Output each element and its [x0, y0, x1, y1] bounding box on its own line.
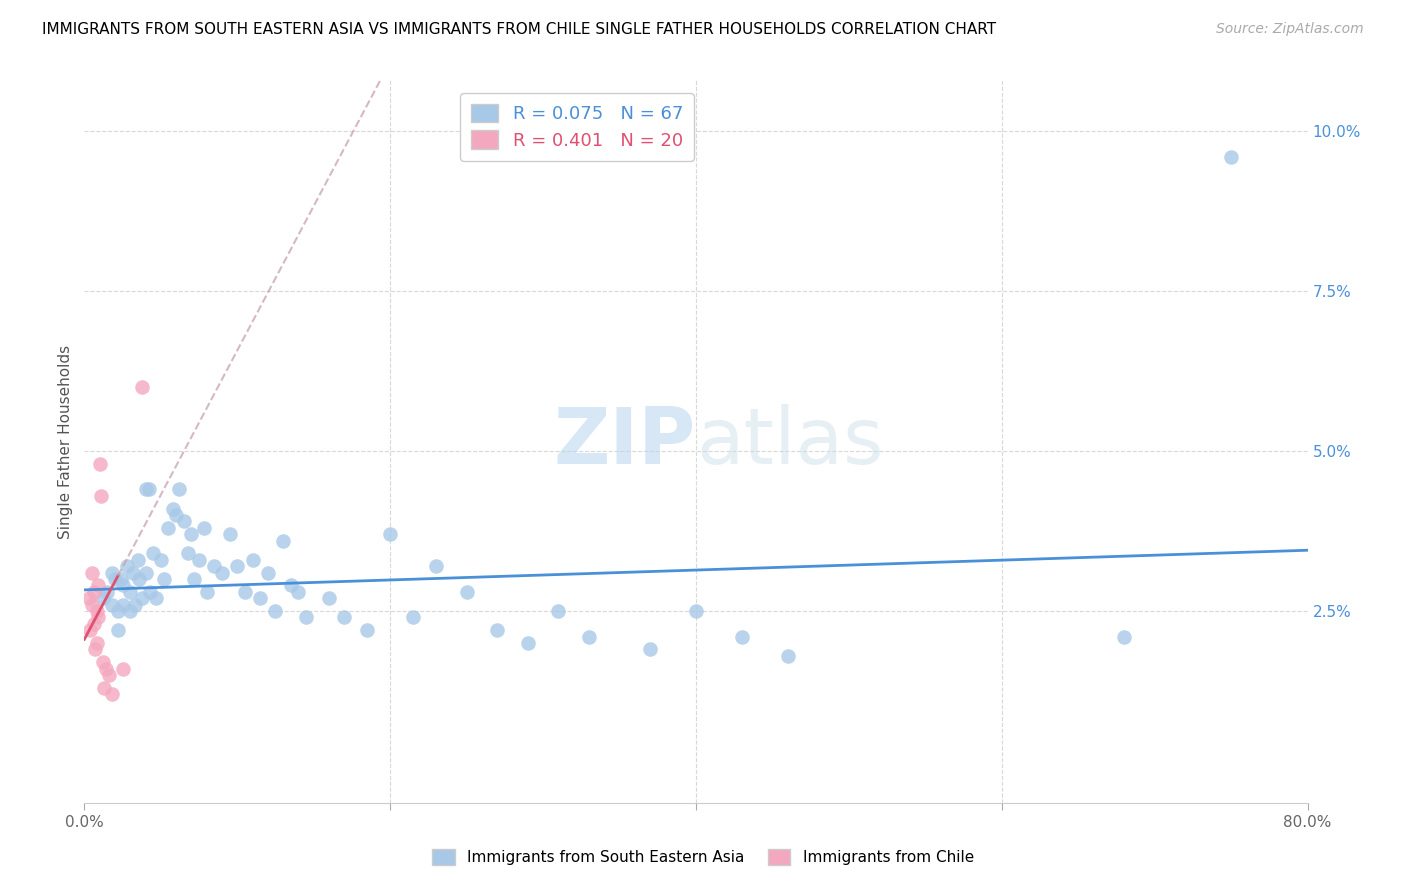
- Point: [127, 553, 149, 567]
- Point: [135, 483, 157, 497]
- Y-axis label: Single Father Households: Single Father Households: [58, 344, 73, 539]
- Text: atlas: atlas: [696, 403, 883, 480]
- Point: [188, 553, 211, 567]
- Point: [87, 578, 110, 592]
- Point: [183, 572, 205, 586]
- Point: [264, 604, 287, 618]
- Point: [83, 584, 105, 599]
- Point: [547, 604, 569, 618]
- Point: [356, 623, 378, 637]
- Point: [93, 681, 115, 695]
- Point: [124, 598, 146, 612]
- Point: [177, 546, 200, 560]
- Point: [110, 572, 132, 586]
- Point: [139, 584, 162, 599]
- Point: [111, 598, 134, 612]
- Point: [120, 604, 142, 618]
- Point: [638, 642, 661, 657]
- Point: [380, 527, 402, 541]
- Point: [218, 527, 240, 541]
- Point: [104, 572, 127, 586]
- Point: [149, 553, 172, 567]
- Point: [107, 604, 129, 618]
- Point: [86, 604, 108, 618]
- Point: [211, 566, 233, 580]
- Point: [145, 591, 167, 606]
- Point: [456, 584, 478, 599]
- Point: [101, 598, 124, 612]
- Point: [138, 483, 160, 497]
- Point: [162, 501, 184, 516]
- Point: [287, 584, 309, 599]
- Point: [135, 566, 157, 580]
- Point: [685, 604, 707, 618]
- Point: [173, 515, 195, 529]
- Point: [84, 642, 107, 657]
- Text: IMMIGRANTS FROM SOUTH EASTERN ASIA VS IMMIGRANTS FROM CHILE SINGLE FATHER HOUSEH: IMMIGRANTS FROM SOUTH EASTERN ASIA VS IM…: [42, 22, 997, 37]
- Point: [233, 584, 256, 599]
- Point: [249, 591, 271, 606]
- Point: [153, 572, 176, 586]
- Point: [193, 521, 215, 535]
- Point: [97, 668, 120, 682]
- Point: [516, 636, 538, 650]
- Point: [77, 591, 100, 606]
- Point: [142, 546, 165, 560]
- Point: [157, 521, 180, 535]
- Legend: Immigrants from South Eastern Asia, Immigrants from Chile: Immigrants from South Eastern Asia, Immi…: [426, 843, 980, 871]
- Point: [90, 489, 112, 503]
- Legend: R = 0.075   N = 67, R = 0.401   N = 20: R = 0.075 N = 67, R = 0.401 N = 20: [460, 93, 695, 161]
- Point: [94, 661, 117, 675]
- Point: [425, 559, 447, 574]
- Point: [776, 648, 799, 663]
- Point: [115, 559, 138, 574]
- Point: [271, 533, 294, 548]
- Point: [1220, 150, 1243, 164]
- Point: [165, 508, 187, 522]
- Point: [402, 610, 425, 624]
- Text: ZIP: ZIP: [554, 403, 696, 480]
- Point: [107, 623, 129, 637]
- Point: [280, 578, 302, 592]
- Point: [122, 566, 145, 580]
- Point: [101, 687, 124, 701]
- Point: [96, 584, 118, 599]
- Point: [226, 559, 249, 574]
- Text: Source: ZipAtlas.com: Source: ZipAtlas.com: [1216, 22, 1364, 37]
- Point: [83, 616, 105, 631]
- Point: [87, 610, 110, 624]
- Point: [80, 598, 103, 612]
- Point: [318, 591, 340, 606]
- Point: [1114, 630, 1136, 644]
- Point: [295, 610, 318, 624]
- Point: [486, 623, 509, 637]
- Point: [242, 553, 264, 567]
- Point: [80, 566, 103, 580]
- Point: [86, 636, 108, 650]
- Point: [91, 655, 114, 669]
- Point: [101, 566, 124, 580]
- Point: [731, 630, 754, 644]
- Point: [257, 566, 280, 580]
- Point: [167, 483, 190, 497]
- Point: [131, 380, 153, 394]
- Point: [578, 630, 600, 644]
- Point: [180, 527, 202, 541]
- Point: [111, 661, 134, 675]
- Point: [131, 591, 153, 606]
- Point: [195, 584, 218, 599]
- Point: [79, 623, 101, 637]
- Point: [202, 559, 225, 574]
- Point: [91, 591, 114, 606]
- Point: [120, 584, 142, 599]
- Point: [128, 572, 150, 586]
- Point: [333, 610, 356, 624]
- Point: [89, 457, 111, 471]
- Point: [111, 578, 134, 592]
